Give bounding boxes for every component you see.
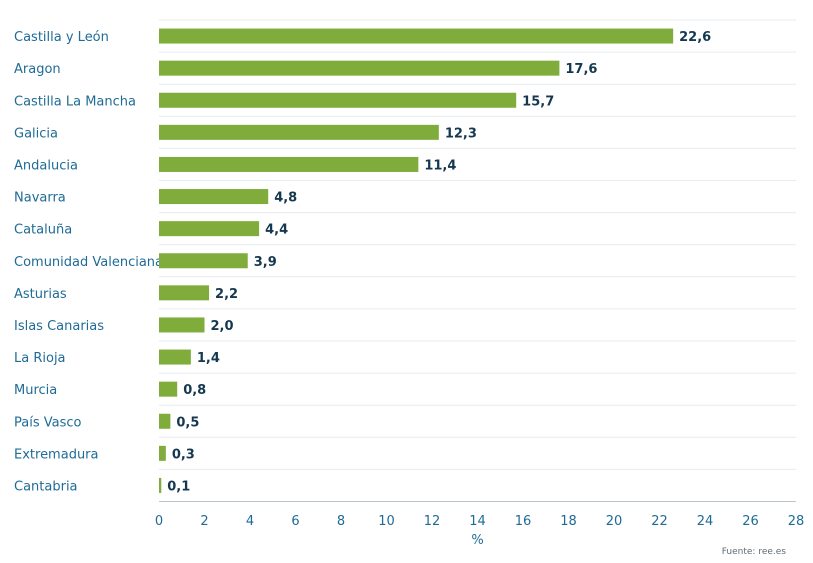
bar bbox=[159, 285, 210, 301]
data-label: 2,0 bbox=[211, 319, 234, 334]
bar bbox=[159, 92, 517, 108]
data-label: 3,9 bbox=[254, 255, 277, 270]
category-label: País Vasco bbox=[14, 415, 82, 430]
category-label: Murcia bbox=[14, 383, 57, 398]
category-label: La Rioja bbox=[14, 351, 66, 366]
category-label: Castilla y León bbox=[14, 30, 109, 45]
data-label: 12,3 bbox=[445, 126, 477, 141]
x-tick-label: 6 bbox=[291, 514, 299, 529]
x-tick-label: 22 bbox=[651, 514, 668, 529]
x-tick-label: 14 bbox=[469, 514, 486, 529]
bar bbox=[159, 124, 439, 140]
category-label: Andalucia bbox=[14, 158, 78, 173]
data-label: 2,2 bbox=[215, 287, 238, 302]
x-tick-label: 12 bbox=[424, 514, 441, 529]
bar bbox=[159, 317, 205, 333]
category-label: Extremadura bbox=[14, 447, 99, 462]
x-axis-title: % bbox=[471, 533, 483, 548]
x-tick-label: 2 bbox=[200, 514, 208, 529]
bar bbox=[159, 349, 191, 365]
category-label: Cantabria bbox=[14, 479, 78, 494]
bar bbox=[159, 156, 419, 172]
x-tick-label: 20 bbox=[606, 514, 623, 529]
bar bbox=[159, 253, 248, 269]
bar bbox=[159, 413, 171, 429]
category-label: Comunidad Valenciana bbox=[14, 255, 163, 270]
category-label: Galicia bbox=[14, 126, 58, 141]
data-label: 0,3 bbox=[172, 447, 195, 462]
x-tick-label: 26 bbox=[742, 514, 759, 529]
bar bbox=[159, 60, 560, 76]
data-label: 4,8 bbox=[274, 191, 297, 206]
category-label: Aragon bbox=[14, 62, 61, 77]
bar bbox=[159, 221, 260, 237]
category-label: Navarra bbox=[14, 191, 66, 206]
x-tick-label: 0 bbox=[155, 514, 163, 529]
x-tick-label: 16 bbox=[515, 514, 532, 529]
x-tick-label: 18 bbox=[560, 514, 577, 529]
x-tick-label: 4 bbox=[246, 514, 254, 529]
x-tick-label: 8 bbox=[337, 514, 345, 529]
x-tick-label: 10 bbox=[378, 514, 395, 529]
data-label: 0,5 bbox=[176, 415, 199, 430]
bar bbox=[159, 189, 269, 205]
category-label: Cataluña bbox=[14, 223, 72, 238]
data-label: 1,4 bbox=[197, 351, 220, 366]
bar bbox=[159, 381, 178, 397]
data-label: 17,6 bbox=[565, 62, 597, 77]
x-tick-label: 24 bbox=[697, 514, 714, 529]
data-label: 15,7 bbox=[522, 94, 554, 109]
data-label: 11,4 bbox=[424, 158, 456, 173]
category-label: Asturias bbox=[14, 287, 67, 302]
data-label: 4,4 bbox=[265, 223, 288, 238]
category-label: Islas Canarias bbox=[14, 319, 104, 334]
data-label: 0,1 bbox=[167, 479, 190, 494]
data-label: 22,6 bbox=[679, 30, 711, 45]
x-tick-label: 28 bbox=[788, 514, 805, 529]
data-label: 0,8 bbox=[183, 383, 206, 398]
bar bbox=[159, 477, 162, 493]
category-label: Castilla La Mancha bbox=[14, 94, 136, 109]
bar bbox=[159, 445, 166, 461]
bar bbox=[159, 28, 674, 44]
source-note: Fuente: ree.es bbox=[722, 547, 787, 557]
